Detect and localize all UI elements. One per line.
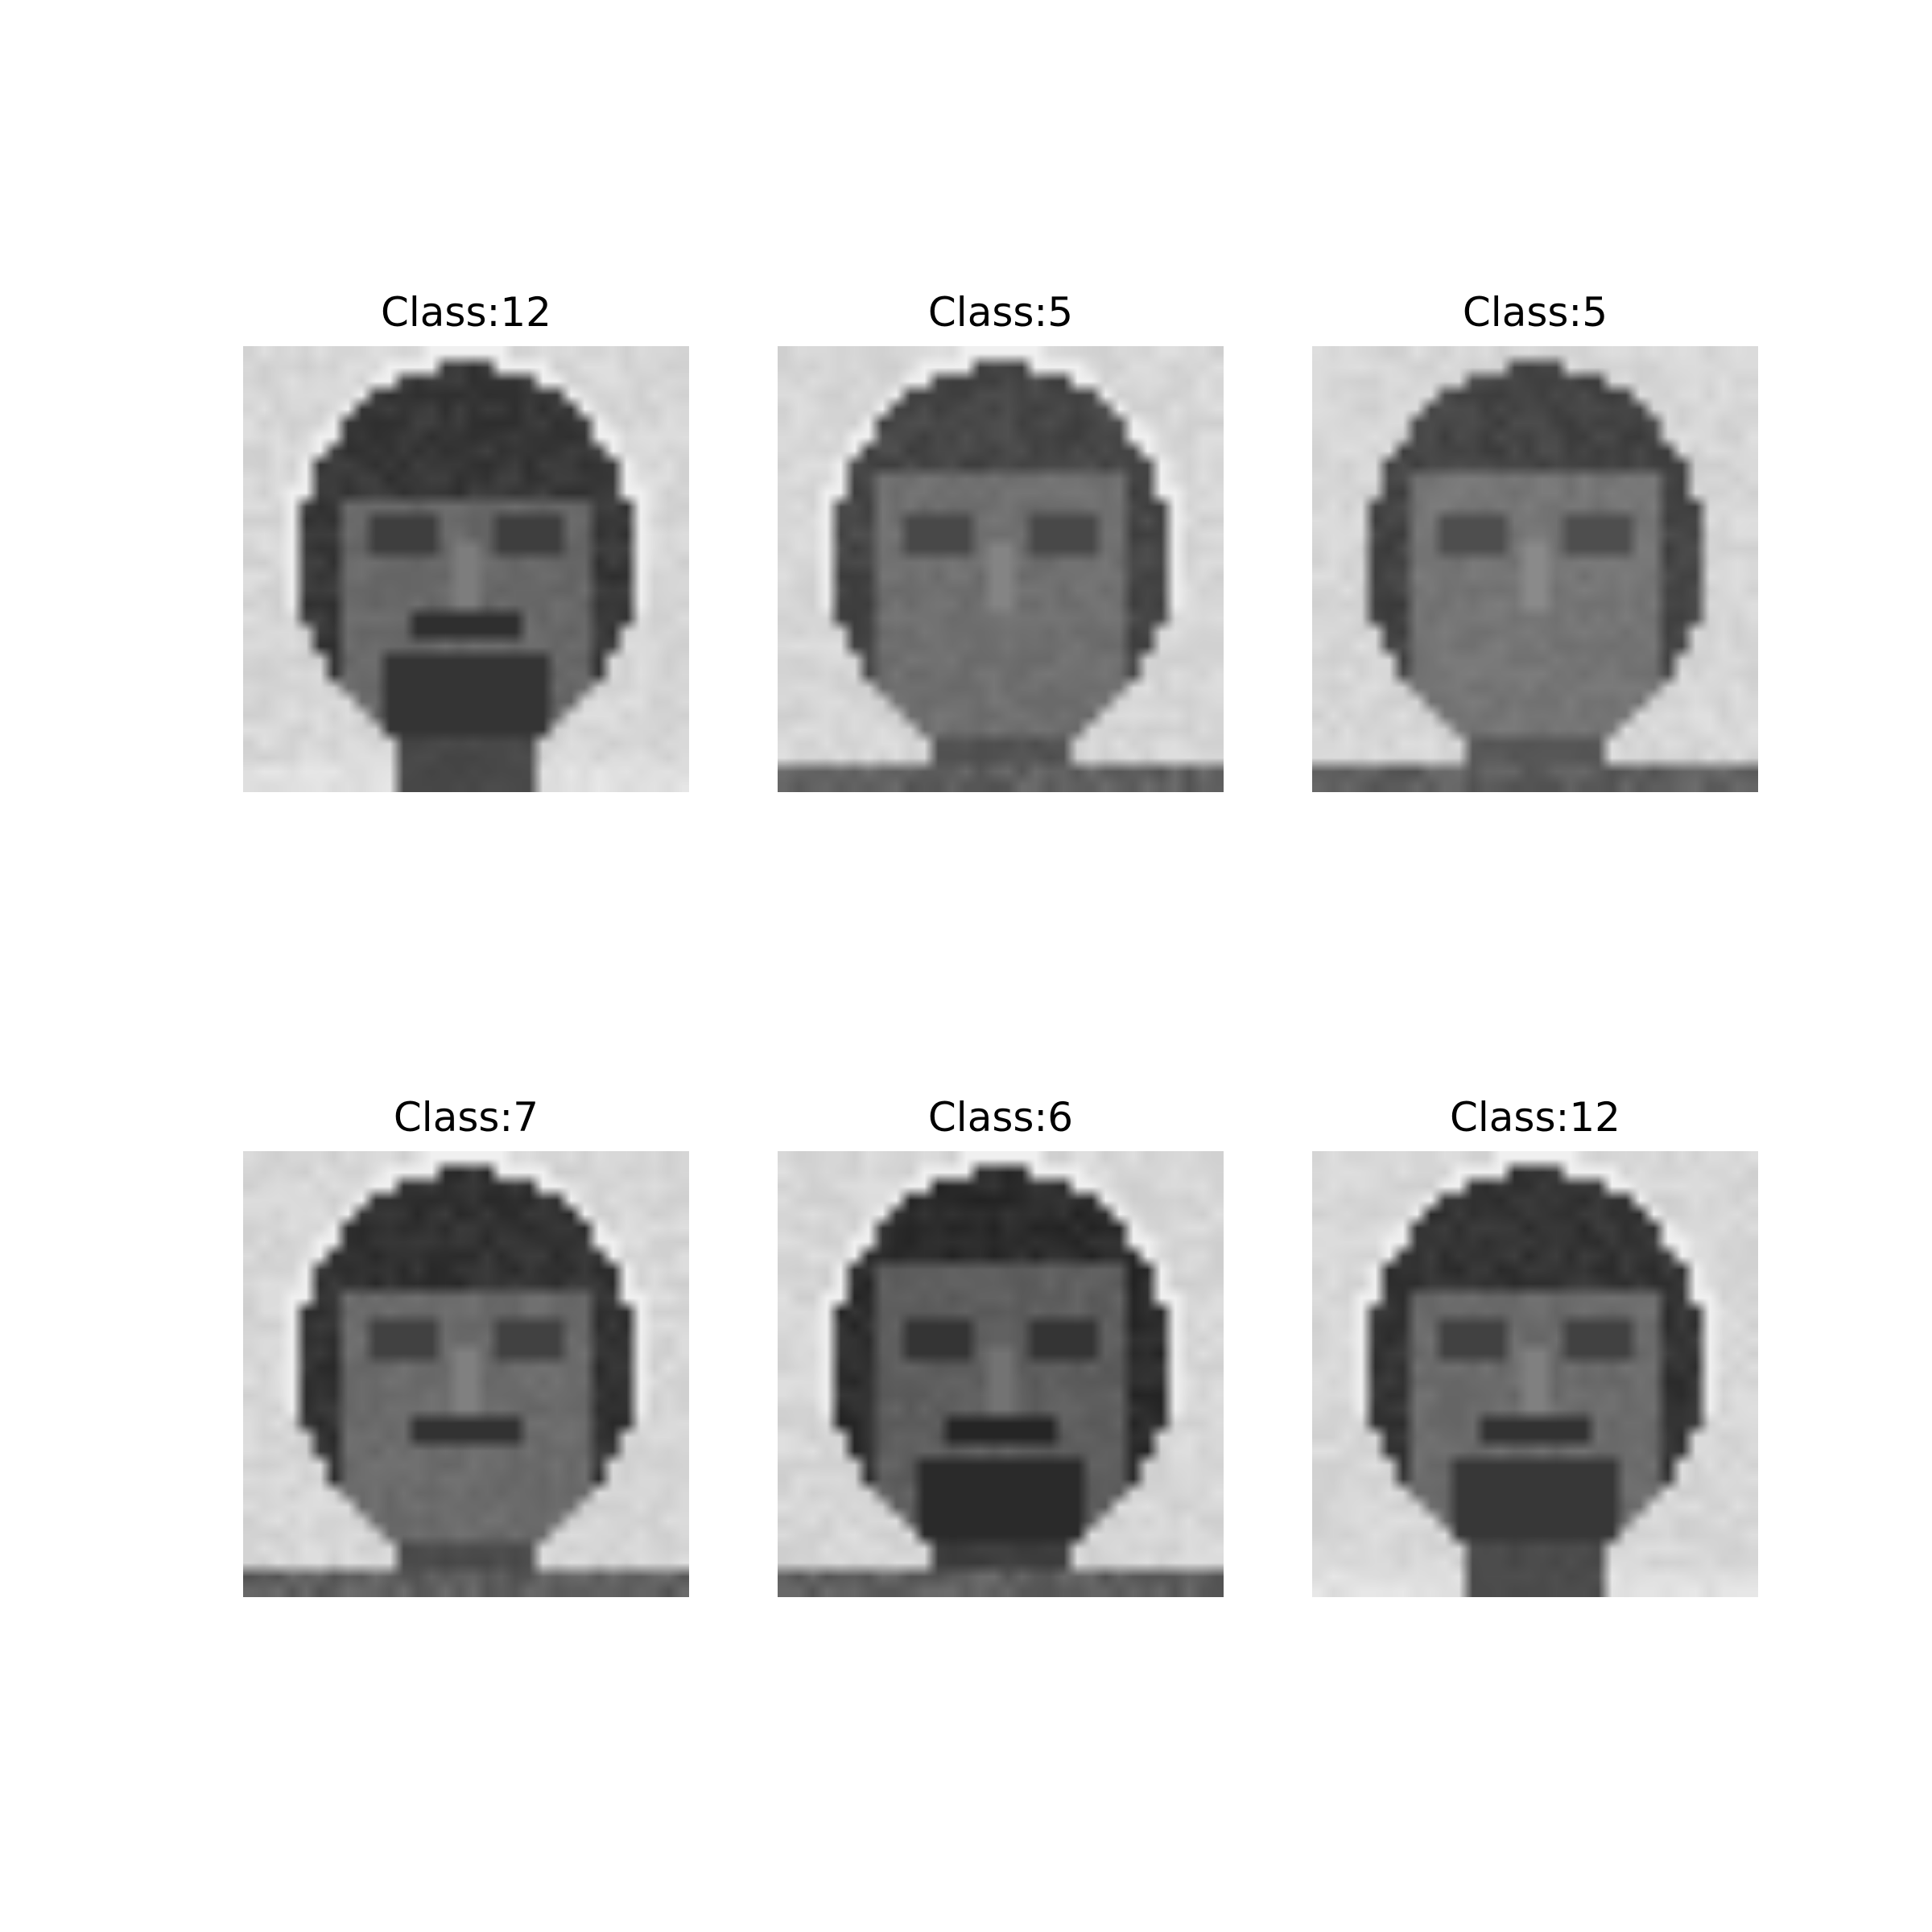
panel-title: Class:6 — [927, 1094, 1074, 1141]
panel-title: Class:5 — [1462, 289, 1608, 336]
face-image — [778, 346, 1224, 792]
panel-title: Class:12 — [380, 289, 551, 336]
panel-title: Class:12 — [1449, 1094, 1620, 1141]
face-image — [778, 1151, 1224, 1597]
face-image — [243, 1151, 689, 1597]
panel-title: Class:5 — [927, 289, 1074, 336]
face-image — [243, 346, 689, 792]
panel-title: Class:7 — [393, 1094, 539, 1141]
face-image — [1312, 1151, 1758, 1597]
face-image — [1312, 346, 1758, 792]
